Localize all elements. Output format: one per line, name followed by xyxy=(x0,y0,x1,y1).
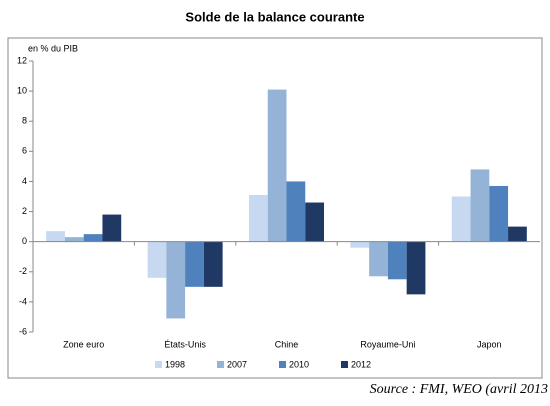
source: Source : FMI, WEO (avril 2013 xyxy=(370,382,548,397)
bar xyxy=(147,241,167,278)
bar xyxy=(489,185,509,242)
bar xyxy=(83,234,103,242)
bar xyxy=(451,196,471,242)
x-tick-label: Royaume-Uni xyxy=(360,339,415,349)
x-tick-label: Zone euro xyxy=(63,339,104,349)
bar xyxy=(46,231,65,242)
legend-swatch xyxy=(341,361,348,368)
bar xyxy=(286,181,306,242)
y-tick-label: 0 xyxy=(22,236,27,246)
x-tick-label: Chine xyxy=(275,339,299,349)
bar xyxy=(102,214,122,242)
legend-swatch xyxy=(279,361,286,368)
bar xyxy=(267,89,287,242)
x-tick-label: Japon xyxy=(477,339,502,349)
bar xyxy=(470,169,490,242)
bar xyxy=(305,202,325,242)
bar xyxy=(350,241,370,248)
bar xyxy=(185,241,204,287)
legend-swatch xyxy=(155,361,162,368)
y-axis-label: en % du PIB xyxy=(28,43,78,53)
legend-label: 2007 xyxy=(227,359,247,369)
y-tick-label: -4 xyxy=(19,296,27,306)
y-tick-label: -2 xyxy=(19,266,27,276)
bar xyxy=(248,194,268,242)
bar xyxy=(508,226,527,242)
y-tick-label: 6 xyxy=(22,146,27,156)
legend-label: 1998 xyxy=(165,359,185,369)
bar xyxy=(64,237,84,242)
legend-label: 2012 xyxy=(351,359,371,369)
bar xyxy=(406,241,426,295)
legend-label: 2010 xyxy=(289,359,309,369)
y-tick-label: 12 xyxy=(17,55,27,65)
y-tick-label: 8 xyxy=(22,116,27,126)
y-tick-label: 10 xyxy=(17,85,27,95)
y-tick-label: 2 xyxy=(22,206,27,216)
bar xyxy=(369,241,388,277)
bar xyxy=(166,241,186,319)
y-tick-label: 4 xyxy=(22,176,27,186)
y-tick-label: -6 xyxy=(19,326,27,336)
legend-swatch xyxy=(217,361,224,368)
chart-title: Solde de la balance courante xyxy=(185,9,364,24)
x-tick-label: États-Unis xyxy=(164,339,206,349)
bar xyxy=(203,241,223,287)
chart-frame xyxy=(7,37,543,379)
bar xyxy=(387,241,407,280)
